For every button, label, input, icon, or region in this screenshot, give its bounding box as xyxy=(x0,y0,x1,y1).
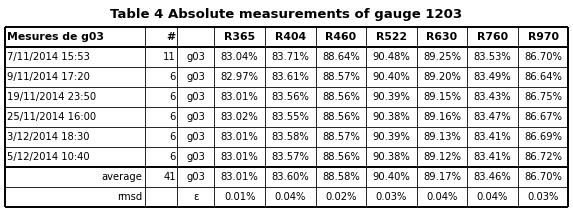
Text: 90.39%: 90.39% xyxy=(372,92,410,102)
Text: 5/12/2014 10:40: 5/12/2014 10:40 xyxy=(7,152,89,162)
Text: 83.61%: 83.61% xyxy=(272,72,309,82)
Text: g03: g03 xyxy=(186,132,205,142)
Text: 83.01%: 83.01% xyxy=(221,92,258,102)
Text: 3/12/2014 18:30: 3/12/2014 18:30 xyxy=(7,132,89,142)
Text: 83.41%: 83.41% xyxy=(474,132,512,142)
Text: g03: g03 xyxy=(186,152,205,162)
Text: 83.43%: 83.43% xyxy=(474,92,511,102)
Text: Mesures de g03: Mesures de g03 xyxy=(7,32,104,42)
Text: 83.49%: 83.49% xyxy=(474,72,512,82)
Text: 89.17%: 89.17% xyxy=(423,172,461,182)
Text: 86.70%: 86.70% xyxy=(524,172,562,182)
Text: ε: ε xyxy=(193,192,199,202)
Text: 83.56%: 83.56% xyxy=(272,92,309,102)
Text: Table 4 Absolute measurements of gauge 1203: Table 4 Absolute measurements of gauge 1… xyxy=(111,8,462,22)
Text: 83.53%: 83.53% xyxy=(474,52,512,62)
Text: 0.03%: 0.03% xyxy=(527,192,559,202)
Text: 90.48%: 90.48% xyxy=(372,52,410,62)
Text: 41: 41 xyxy=(163,172,176,182)
Text: 88.57%: 88.57% xyxy=(322,72,360,82)
Text: R630: R630 xyxy=(426,32,458,42)
Text: 89.25%: 89.25% xyxy=(423,52,461,62)
Text: 83.71%: 83.71% xyxy=(272,52,309,62)
Text: 89.20%: 89.20% xyxy=(423,72,461,82)
Text: R460: R460 xyxy=(325,32,356,42)
Text: 88.56%: 88.56% xyxy=(322,92,360,102)
Text: 83.04%: 83.04% xyxy=(221,52,258,62)
Text: 90.38%: 90.38% xyxy=(372,152,410,162)
Text: 86.72%: 86.72% xyxy=(524,152,562,162)
Text: 7/11/2014 15:53: 7/11/2014 15:53 xyxy=(7,52,90,62)
Text: 83.41%: 83.41% xyxy=(474,152,512,162)
Text: 83.02%: 83.02% xyxy=(221,112,258,122)
Text: 89.13%: 89.13% xyxy=(423,132,461,142)
Text: 6: 6 xyxy=(170,152,176,162)
Text: 0.04%: 0.04% xyxy=(477,192,508,202)
Text: 88.56%: 88.56% xyxy=(322,152,360,162)
Text: R404: R404 xyxy=(274,32,306,42)
Text: 6: 6 xyxy=(170,72,176,82)
Text: 83.60%: 83.60% xyxy=(272,172,309,182)
Text: g03: g03 xyxy=(186,72,205,82)
Text: 86.64%: 86.64% xyxy=(524,72,562,82)
Text: 83.58%: 83.58% xyxy=(272,132,309,142)
Text: g03: g03 xyxy=(186,112,205,122)
Text: 6: 6 xyxy=(170,92,176,102)
Text: 86.69%: 86.69% xyxy=(524,132,562,142)
Text: R522: R522 xyxy=(376,32,407,42)
Text: 90.39%: 90.39% xyxy=(372,132,410,142)
Text: 88.57%: 88.57% xyxy=(322,132,360,142)
Text: 0.02%: 0.02% xyxy=(325,192,356,202)
Text: g03: g03 xyxy=(186,172,205,182)
Text: 82.97%: 82.97% xyxy=(221,72,258,82)
Text: 83.57%: 83.57% xyxy=(272,152,309,162)
Text: 83.01%: 83.01% xyxy=(221,132,258,142)
Text: 86.67%: 86.67% xyxy=(524,112,562,122)
Text: average: average xyxy=(101,172,143,182)
Text: 89.15%: 89.15% xyxy=(423,92,461,102)
Text: 83.46%: 83.46% xyxy=(474,172,512,182)
Text: 89.12%: 89.12% xyxy=(423,152,461,162)
Text: R760: R760 xyxy=(477,32,508,42)
Text: 83.47%: 83.47% xyxy=(474,112,512,122)
Text: #: # xyxy=(167,32,176,42)
Text: g03: g03 xyxy=(186,92,205,102)
Text: 90.40%: 90.40% xyxy=(372,72,410,82)
Text: 89.16%: 89.16% xyxy=(423,112,461,122)
Text: R365: R365 xyxy=(224,32,255,42)
Text: 83.01%: 83.01% xyxy=(221,152,258,162)
Text: 83.55%: 83.55% xyxy=(272,112,309,122)
Text: 25/11/2014 16:00: 25/11/2014 16:00 xyxy=(7,112,96,122)
Text: 6: 6 xyxy=(170,132,176,142)
Text: 11: 11 xyxy=(163,52,176,62)
Text: 83.01%: 83.01% xyxy=(221,172,258,182)
Text: R970: R970 xyxy=(528,32,559,42)
Text: 88.56%: 88.56% xyxy=(322,112,360,122)
Text: 88.64%: 88.64% xyxy=(322,52,360,62)
Text: 0.01%: 0.01% xyxy=(224,192,256,202)
Text: 88.58%: 88.58% xyxy=(322,172,360,182)
Text: 6: 6 xyxy=(170,112,176,122)
Text: rmsd: rmsd xyxy=(117,192,143,202)
Text: 86.70%: 86.70% xyxy=(524,52,562,62)
Text: 19/11/2014 23:50: 19/11/2014 23:50 xyxy=(7,92,96,102)
Text: g03: g03 xyxy=(186,52,205,62)
Text: 0.04%: 0.04% xyxy=(426,192,458,202)
Text: 86.75%: 86.75% xyxy=(524,92,562,102)
Text: 0.03%: 0.03% xyxy=(376,192,407,202)
Text: 90.40%: 90.40% xyxy=(372,172,410,182)
Text: 90.38%: 90.38% xyxy=(372,112,410,122)
Text: 0.04%: 0.04% xyxy=(274,192,306,202)
Text: 9/11/2014 17:20: 9/11/2014 17:20 xyxy=(7,72,90,82)
